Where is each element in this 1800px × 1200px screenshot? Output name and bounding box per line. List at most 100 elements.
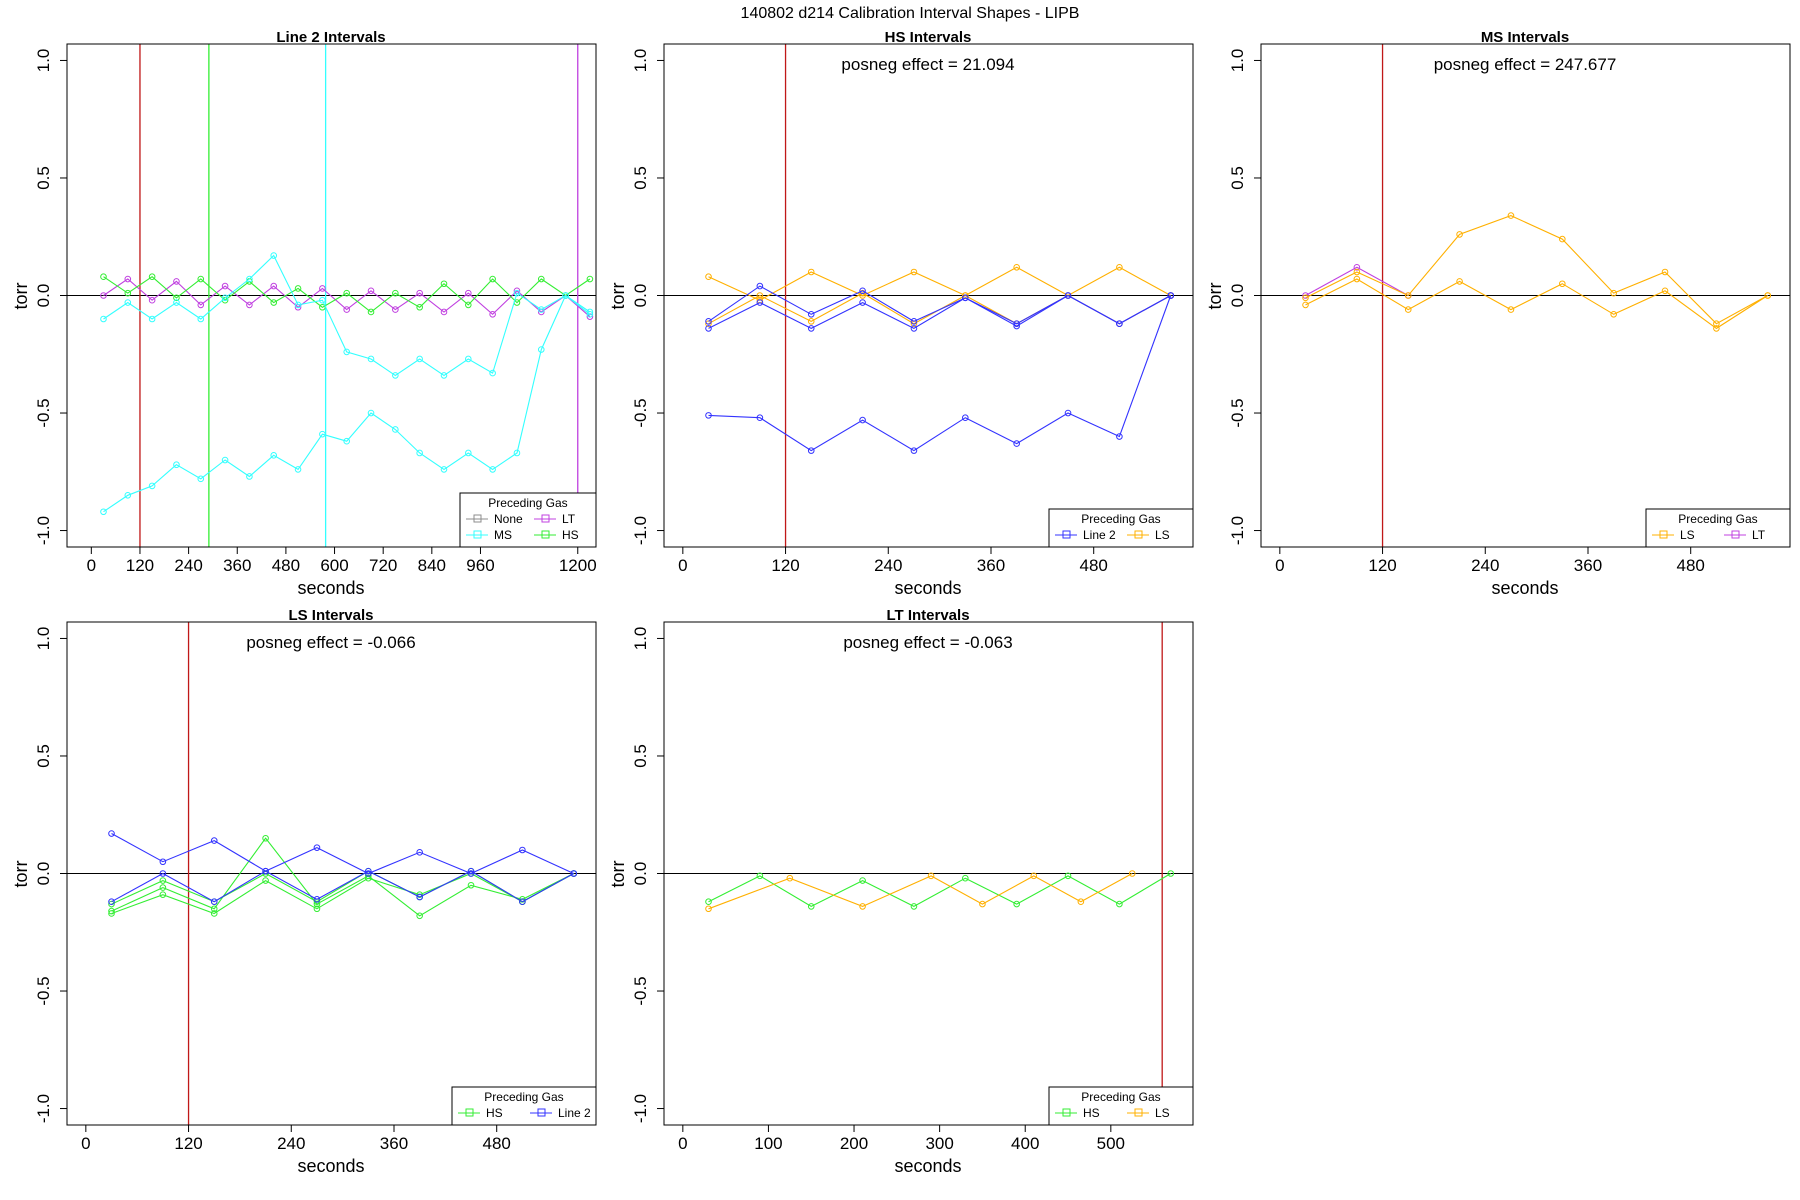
data-point	[927, 872, 935, 880]
x-tick-label: 360	[223, 556, 251, 575]
panel-title: Line 2 Intervals	[276, 29, 385, 46]
x-tick-label: 120	[126, 556, 154, 575]
annotation: posneg effect = -0.063	[843, 633, 1012, 652]
data-point	[246, 275, 253, 283]
data-point	[859, 416, 866, 424]
data-point	[294, 301, 302, 309]
data-point	[1713, 320, 1720, 328]
data-point	[1353, 275, 1361, 283]
x-tick-label: 480	[483, 1134, 511, 1153]
series-line-ls	[1305, 278, 1768, 330]
y-tick-label: 0.5	[34, 744, 53, 768]
y-axis-label: torr	[1205, 282, 1225, 309]
data-point	[979, 900, 986, 908]
y-tick-label: 1.0	[34, 627, 53, 651]
y-tick-label: -0.5	[1228, 398, 1247, 427]
series-line-line-2	[708, 294, 1171, 330]
data-point	[416, 912, 423, 920]
data-point	[440, 372, 448, 379]
data-point	[221, 282, 229, 290]
y-tick-label: 1.0	[34, 49, 53, 73]
data-point	[100, 315, 107, 323]
data-point	[246, 301, 253, 309]
data-point	[705, 898, 712, 906]
data-point	[313, 896, 321, 903]
data-point	[294, 285, 302, 292]
series-line-line-2	[111, 833, 574, 875]
x-tick-label: 360	[380, 1134, 408, 1153]
series-line-ls	[708, 292, 1171, 325]
legend-label: LS	[1155, 528, 1170, 542]
x-tick-label: 0	[678, 556, 687, 575]
data-point	[465, 449, 472, 457]
data-point	[343, 437, 351, 445]
x-axis-label: seconds	[297, 1156, 364, 1176]
x-tick-label: 0	[678, 1134, 687, 1153]
data-point	[108, 910, 115, 917]
data-point	[910, 318, 918, 325]
data-point	[1559, 235, 1566, 243]
legend-item: LS	[1127, 1106, 1170, 1120]
data-point	[570, 870, 578, 877]
data-point	[705, 273, 712, 280]
data-point	[910, 268, 918, 276]
y-axis-label: torr	[608, 282, 628, 309]
y-tick-label: -0.5	[631, 398, 650, 427]
data-point	[786, 874, 794, 882]
data-point	[416, 289, 423, 297]
data-point	[1302, 294, 1309, 302]
data-point	[1116, 320, 1123, 328]
y-tick-label: -1.0	[34, 1094, 53, 1123]
data-point	[1507, 306, 1515, 313]
data-point	[313, 844, 321, 851]
data-point	[124, 491, 132, 499]
panel-title: LS Intervals	[288, 607, 373, 624]
legend-label: LS	[1680, 528, 1695, 542]
legend-item: HS	[458, 1106, 503, 1120]
data-point	[210, 910, 218, 917]
data-point	[489, 369, 496, 377]
data-point	[465, 355, 472, 363]
data-point	[1404, 306, 1412, 313]
series-group	[1302, 212, 1772, 332]
data-point	[270, 252, 278, 259]
x-axis-label: seconds	[1491, 578, 1558, 598]
data-point	[519, 846, 526, 854]
series-line-hs	[103, 276, 591, 313]
legend-item: Line 2	[530, 1106, 591, 1120]
data-point	[465, 289, 472, 297]
data-point	[294, 466, 302, 473]
data-point	[859, 287, 866, 295]
y-tick-label: 0.0	[631, 862, 650, 886]
legend-title: Preceding Gas	[488, 496, 567, 510]
y-tick-label: 0.5	[1228, 166, 1247, 190]
x-tick-label: 0	[1275, 556, 1284, 575]
panel-line2-intervals: Line 2 Intervals seconds torr 0 120 240 360…	[11, 29, 597, 598]
data-point	[197, 301, 205, 309]
panel-lt-intervals: LT Intervals posneg effect = -0.063 seco…	[608, 607, 1194, 1176]
data-point	[962, 414, 969, 422]
data-point	[270, 452, 278, 459]
legend-label: None	[494, 512, 523, 526]
y-tick-label: 1.0	[1228, 49, 1247, 73]
data-point	[1128, 870, 1136, 877]
data-point	[1064, 409, 1072, 417]
data-point	[270, 299, 278, 306]
series-group	[100, 252, 594, 516]
y-tick-label: 0.5	[631, 744, 650, 768]
data-point	[519, 898, 526, 906]
data-point	[1610, 311, 1617, 318]
data-point	[705, 412, 712, 419]
y-tick-label: -1.0	[631, 516, 650, 545]
data-point	[465, 301, 472, 309]
data-point	[159, 884, 167, 891]
annotation: posneg effect = 21.094	[841, 55, 1014, 74]
panel-hs-intervals: HS Intervals posneg effect = 21.094 seco…	[608, 29, 1194, 598]
legend-title: Preceding Gas	[1678, 512, 1757, 526]
data-point	[705, 905, 712, 913]
series-line-line-2	[708, 295, 1172, 452]
data-point	[173, 461, 180, 469]
data-point	[262, 877, 269, 884]
data-point	[1764, 292, 1772, 299]
